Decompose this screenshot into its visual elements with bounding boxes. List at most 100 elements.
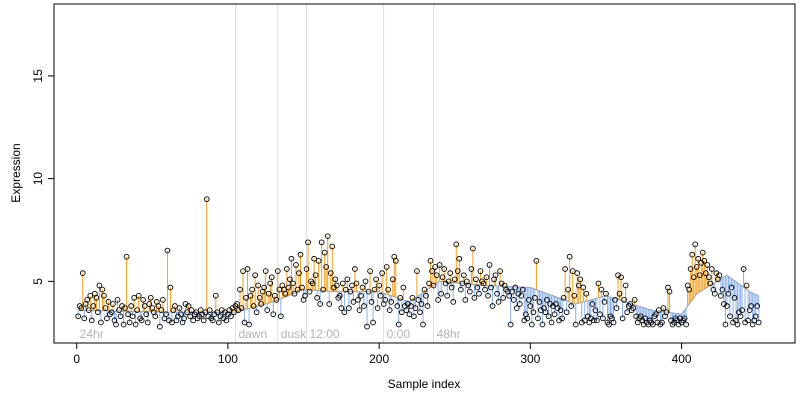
data-point bbox=[202, 309, 209, 316]
data-point bbox=[160, 297, 166, 303]
data-point bbox=[716, 272, 723, 279]
data-point bbox=[492, 272, 499, 279]
data-point bbox=[265, 290, 272, 297]
data-point bbox=[341, 309, 348, 316]
data-point bbox=[536, 299, 543, 305]
data-point bbox=[270, 311, 277, 318]
data-point bbox=[120, 321, 127, 328]
data-point bbox=[317, 301, 324, 307]
data-point bbox=[143, 311, 150, 318]
data-point bbox=[689, 251, 696, 258]
data-point bbox=[243, 294, 249, 301]
data-point bbox=[81, 315, 88, 322]
data-point bbox=[132, 321, 139, 328]
data-point bbox=[621, 297, 627, 303]
data-point bbox=[482, 286, 488, 293]
y-axis-label: Expression bbox=[9, 143, 23, 202]
data-point bbox=[398, 309, 405, 316]
data-point bbox=[288, 255, 295, 262]
data-point bbox=[731, 294, 738, 301]
data-point bbox=[581, 317, 588, 324]
data-point bbox=[346, 305, 352, 311]
data-point bbox=[516, 301, 523, 307]
data-point bbox=[249, 286, 255, 293]
data-point bbox=[246, 321, 252, 328]
data-point bbox=[365, 288, 372, 295]
data-point bbox=[737, 313, 744, 320]
data-point bbox=[566, 253, 573, 260]
data-point bbox=[462, 297, 469, 303]
data-point bbox=[296, 270, 302, 276]
data-point bbox=[417, 309, 423, 316]
data-point bbox=[571, 292, 578, 299]
data-point bbox=[176, 305, 183, 311]
data-point bbox=[429, 268, 435, 274]
data-point bbox=[312, 272, 319, 279]
data-point bbox=[98, 319, 104, 326]
data-point bbox=[140, 297, 147, 303]
data-point bbox=[477, 268, 484, 274]
data-point bbox=[445, 278, 452, 285]
x-tick-label: 300 bbox=[520, 352, 540, 366]
data-point bbox=[110, 301, 116, 307]
data-point bbox=[258, 301, 265, 307]
data-point bbox=[495, 299, 502, 305]
data-point bbox=[394, 303, 401, 309]
data-point bbox=[343, 286, 349, 293]
data-point bbox=[435, 297, 441, 303]
data-point bbox=[96, 282, 103, 289]
data-point bbox=[433, 272, 440, 279]
data-point bbox=[157, 323, 163, 330]
data-point bbox=[724, 303, 730, 309]
data-point bbox=[712, 290, 718, 297]
data-point bbox=[370, 319, 376, 326]
data-point bbox=[95, 309, 101, 316]
data-point bbox=[386, 307, 393, 313]
data-point bbox=[299, 284, 305, 291]
data-point bbox=[606, 321, 612, 328]
data-point bbox=[601, 299, 608, 305]
x-tick-label: 0 bbox=[73, 352, 80, 366]
data-point bbox=[441, 266, 448, 272]
data-point bbox=[85, 307, 92, 313]
data-point bbox=[580, 284, 587, 291]
data-point bbox=[418, 301, 425, 307]
data-point bbox=[500, 294, 506, 301]
data-point bbox=[290, 280, 296, 287]
data-point bbox=[583, 290, 590, 297]
data-point bbox=[321, 249, 328, 256]
data-point bbox=[619, 315, 626, 322]
data-point bbox=[424, 303, 431, 309]
data-point bbox=[355, 297, 361, 303]
data-point bbox=[122, 305, 128, 311]
data-point bbox=[126, 319, 133, 326]
data-point bbox=[409, 294, 416, 301]
data-point bbox=[421, 286, 428, 293]
axes: 0 100 200 300 400 5 10 15 bbox=[31, 3, 796, 366]
data-point bbox=[333, 282, 340, 289]
data-point bbox=[223, 317, 230, 324]
data-point bbox=[338, 305, 345, 311]
data-point bbox=[692, 241, 699, 248]
data-point bbox=[603, 290, 609, 297]
data-point bbox=[400, 284, 407, 291]
data-point bbox=[699, 249, 706, 256]
data-point bbox=[659, 319, 665, 326]
data-point bbox=[649, 321, 656, 328]
data-point bbox=[172, 303, 178, 309]
data-point bbox=[510, 297, 517, 303]
data-point bbox=[305, 239, 311, 246]
y-tick-label: 5 bbox=[31, 278, 45, 285]
data-point bbox=[147, 294, 154, 301]
data-point bbox=[411, 313, 417, 320]
data-point bbox=[683, 321, 689, 328]
data-point bbox=[336, 292, 343, 299]
data-point bbox=[743, 282, 750, 289]
data-point bbox=[739, 307, 745, 313]
data-point bbox=[690, 274, 697, 281]
data-point bbox=[535, 315, 541, 322]
data-point bbox=[687, 266, 694, 272]
data-point bbox=[457, 286, 464, 293]
data-point bbox=[412, 305, 419, 311]
phase-label: dusk bbox=[281, 327, 307, 341]
